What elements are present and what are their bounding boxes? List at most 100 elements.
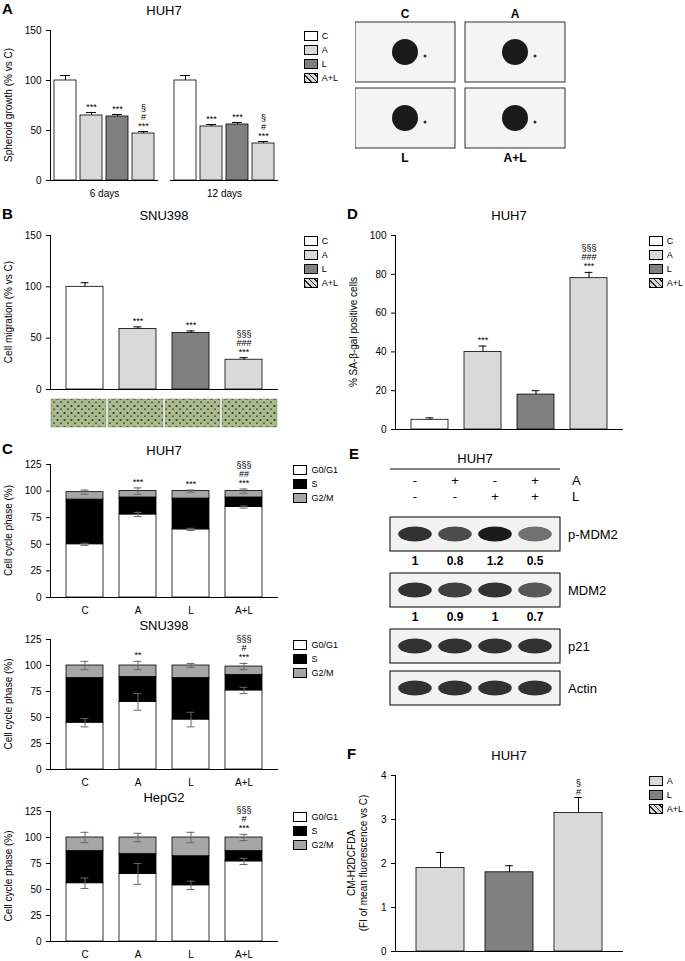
svg-text:+: +	[451, 473, 459, 488]
svg-text:A+L: A+L	[503, 151, 526, 165]
svg-text:L: L	[401, 151, 408, 165]
svg-text:0: 0	[36, 175, 42, 186]
svg-text:-: -	[413, 489, 417, 504]
svg-text:**: **	[134, 650, 142, 660]
svg-text:§§§###***: §§§###***	[581, 243, 596, 271]
svg-text:Actin: Actin	[568, 681, 597, 696]
svg-text:150: 150	[25, 230, 42, 241]
svg-text:50: 50	[30, 332, 42, 343]
svg-text:Cell cycle phase (%): Cell cycle phase (%)	[3, 485, 14, 576]
svg-text:0.9: 0.9	[447, 610, 464, 624]
svg-text:§§§###***: §§§###***	[236, 329, 251, 357]
svg-text:MDM2: MDM2	[568, 583, 606, 598]
svg-text:1: 1	[381, 902, 387, 913]
svg-text:CM-H2DCFDA(FI of mean fluoresc: CM-H2DCFDA(FI of mean fluorescence vs C)	[346, 795, 369, 932]
svg-text:L: L	[572, 489, 579, 504]
svg-text:3: 3	[381, 814, 387, 825]
svg-text:-: -	[453, 489, 457, 504]
svg-text:0.8: 0.8	[447, 554, 464, 568]
svg-text:§#: §#	[576, 778, 581, 797]
svg-text:25: 25	[30, 565, 42, 576]
svg-text:0: 0	[36, 384, 42, 395]
svg-text:50: 50	[30, 712, 42, 723]
svg-text:50: 50	[30, 125, 42, 136]
svg-text:Spheroid growth (% vs C): Spheroid growth (% vs C)	[3, 48, 14, 162]
svg-text:A: A	[572, 473, 581, 488]
svg-text:100: 100	[25, 832, 42, 843]
svg-text:A: A	[135, 605, 142, 616]
svg-text:100: 100	[25, 660, 42, 671]
svg-text:§§§##***: §§§##***	[236, 460, 251, 488]
svg-text:+: +	[531, 489, 539, 504]
svg-text:1: 1	[412, 554, 419, 568]
svg-text:0: 0	[36, 764, 42, 775]
svg-text:+: +	[491, 489, 499, 504]
svg-text:C: C	[81, 777, 88, 788]
svg-text:50: 50	[30, 539, 42, 550]
svg-text:60: 60	[375, 307, 387, 318]
svg-text:***: ***	[86, 102, 97, 112]
svg-text:1: 1	[412, 610, 419, 624]
svg-text:20: 20	[375, 385, 387, 396]
svg-text:75: 75	[30, 512, 42, 523]
svg-text:25: 25	[30, 738, 42, 749]
svg-text:***: ***	[133, 477, 144, 487]
svg-text:§§§#***: §§§#***	[236, 634, 251, 662]
svg-text:p21: p21	[568, 639, 590, 654]
svg-text:0: 0	[381, 424, 387, 435]
svg-text:Cell migration (% vs C): Cell migration (% vs C)	[3, 261, 14, 363]
svg-text:+: +	[531, 473, 539, 488]
svg-text:0: 0	[36, 936, 42, 947]
svg-text:HUH7: HUH7	[457, 451, 492, 466]
svg-text:0.7: 0.7	[527, 610, 544, 624]
svg-text:50: 50	[30, 884, 42, 895]
svg-text:L: L	[188, 777, 194, 788]
svg-text:***: ***	[478, 335, 489, 345]
svg-text:125: 125	[25, 634, 42, 645]
svg-text:§#***: §#***	[138, 103, 149, 131]
svg-text:C: C	[401, 7, 410, 21]
svg-text:100: 100	[370, 230, 387, 241]
svg-text:-: -	[413, 473, 417, 488]
svg-text:6 days: 6 days	[90, 188, 119, 199]
svg-text:§#***: §#***	[258, 113, 269, 141]
svg-text:***: ***	[186, 479, 197, 489]
svg-text:% SA-β-gal positive cells: % SA-β-gal positive cells	[348, 277, 359, 387]
svg-text:75: 75	[30, 858, 42, 869]
svg-text:***: ***	[206, 114, 217, 124]
svg-text:75: 75	[30, 686, 42, 697]
svg-text:A: A	[135, 777, 142, 788]
svg-text:0: 0	[36, 592, 42, 603]
svg-text:80: 80	[375, 269, 387, 280]
svg-text:1.2: 1.2	[487, 554, 504, 568]
svg-text:100: 100	[25, 75, 42, 86]
svg-text:150: 150	[25, 25, 42, 36]
svg-text:100: 100	[25, 281, 42, 292]
svg-text:***: ***	[232, 112, 243, 122]
svg-text:L: L	[188, 605, 194, 616]
svg-text:2: 2	[381, 858, 387, 869]
svg-text:A+L: A+L	[235, 949, 254, 960]
svg-text:4: 4	[381, 770, 387, 781]
svg-text:E: E	[349, 445, 359, 462]
svg-text:-: -	[493, 473, 497, 488]
svg-text:25: 25	[30, 910, 42, 921]
svg-text:Cell cycle phase (%): Cell cycle phase (%)	[3, 658, 14, 749]
svg-text:0: 0	[381, 946, 387, 957]
svg-text:A+L: A+L	[235, 605, 254, 616]
svg-text:p-MDM2: p-MDM2	[568, 527, 618, 542]
svg-text:100: 100	[25, 485, 42, 496]
svg-text:§§§#***: §§§#***	[236, 805, 251, 833]
svg-text:Cell cycle phase (%): Cell cycle phase (%)	[3, 830, 14, 921]
svg-text:***: ***	[186, 320, 197, 330]
svg-text:C: C	[81, 949, 88, 960]
svg-text:L: L	[188, 949, 194, 960]
svg-text:0.5: 0.5	[527, 554, 544, 568]
svg-text:A+L: A+L	[235, 777, 254, 788]
svg-text:125: 125	[25, 806, 42, 817]
svg-text:1: 1	[492, 610, 499, 624]
svg-text:A: A	[135, 949, 142, 960]
svg-text:C: C	[81, 605, 88, 616]
svg-text:A: A	[511, 7, 520, 21]
svg-text:125: 125	[25, 459, 42, 470]
